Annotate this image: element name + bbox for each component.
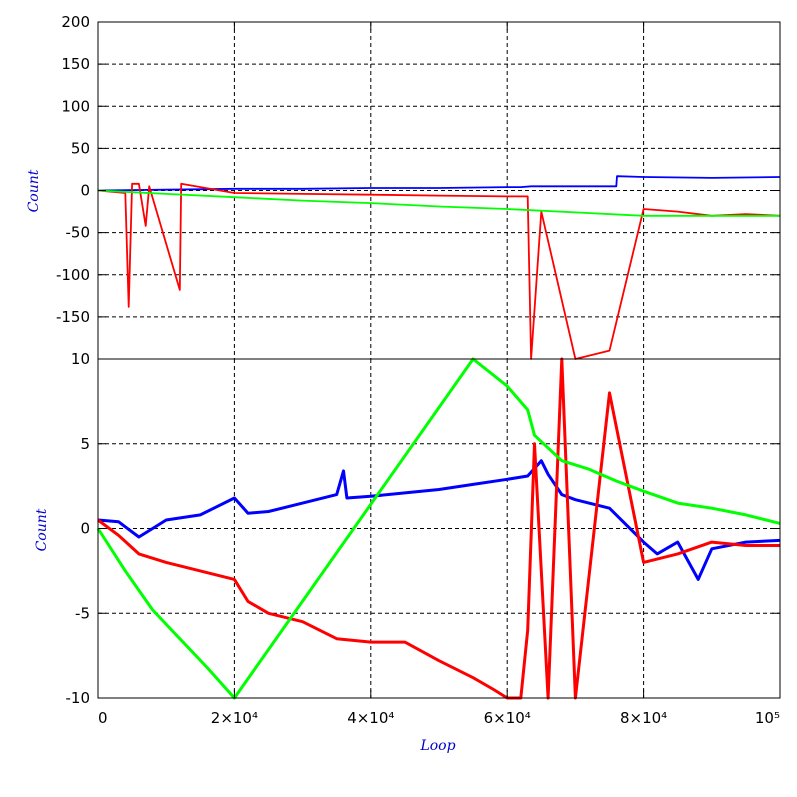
- bottom-ytick-label-2: 0: [80, 520, 90, 538]
- bottom-x-ticks: 0 2×10⁴ 4×10⁴ 6×10⁴ 8×10⁴ 10⁵: [97, 22, 781, 727]
- top-grid: [98, 22, 780, 359]
- xtick-label-1: 2×10⁴: [211, 709, 258, 727]
- top-ytick-label-5: 100: [61, 97, 90, 115]
- xtick-label-0: 0: [98, 709, 108, 727]
- top-series: [97, 175, 781, 360]
- top-ytick-label-0: -150: [56, 308, 90, 326]
- top-panel: -150 -100 -50 0 50 100 150 200 Count: [26, 13, 781, 360]
- bottom-y-axis-title: Count: [34, 508, 50, 551]
- bottom-ytick-label-1: -5: [75, 604, 90, 622]
- bottom-series-1: [97, 357, 780, 700]
- top-plot-frame: [97, 21, 781, 360]
- xtick-label-2: 4×10⁴: [347, 709, 394, 727]
- bottom-grid: [98, 359, 780, 698]
- x-axis-title: Loop: [419, 738, 455, 754]
- bottom-ytick-label-3: 5: [80, 435, 90, 453]
- bottom-ytick-label-4: 10: [71, 350, 90, 368]
- top-ytick-label-4: 50: [71, 139, 90, 157]
- top-ytick-label-6: 150: [61, 55, 90, 73]
- top-ytick-label-3: 0: [80, 182, 90, 200]
- top-ytick-label-1: -100: [56, 266, 90, 284]
- xtick-label-3: 6×10⁴: [484, 709, 531, 727]
- bottom-y-ticks: -10 -5 0 5 10: [66, 350, 780, 707]
- top-series-1: [97, 182, 781, 360]
- top-ytick-label-7: 200: [61, 13, 90, 31]
- top-series-0: [97, 175, 781, 192]
- top-ytick-label-2: -50: [66, 224, 91, 242]
- xtick-label-4: 8×10⁴: [620, 709, 667, 727]
- bottom-ytick-label-0: -10: [66, 689, 91, 707]
- xtick-label-5: 10⁵: [755, 709, 780, 727]
- bottom-series-2: [96, 357, 781, 700]
- top-series-2: [97, 189, 780, 217]
- top-y-axis-title: Count: [26, 169, 42, 212]
- bottom-series-0: [97, 459, 781, 581]
- top-y-ticks: -150 -100 -50 0 50 100 150 200: [56, 13, 780, 326]
- bottom-series: [96, 357, 781, 700]
